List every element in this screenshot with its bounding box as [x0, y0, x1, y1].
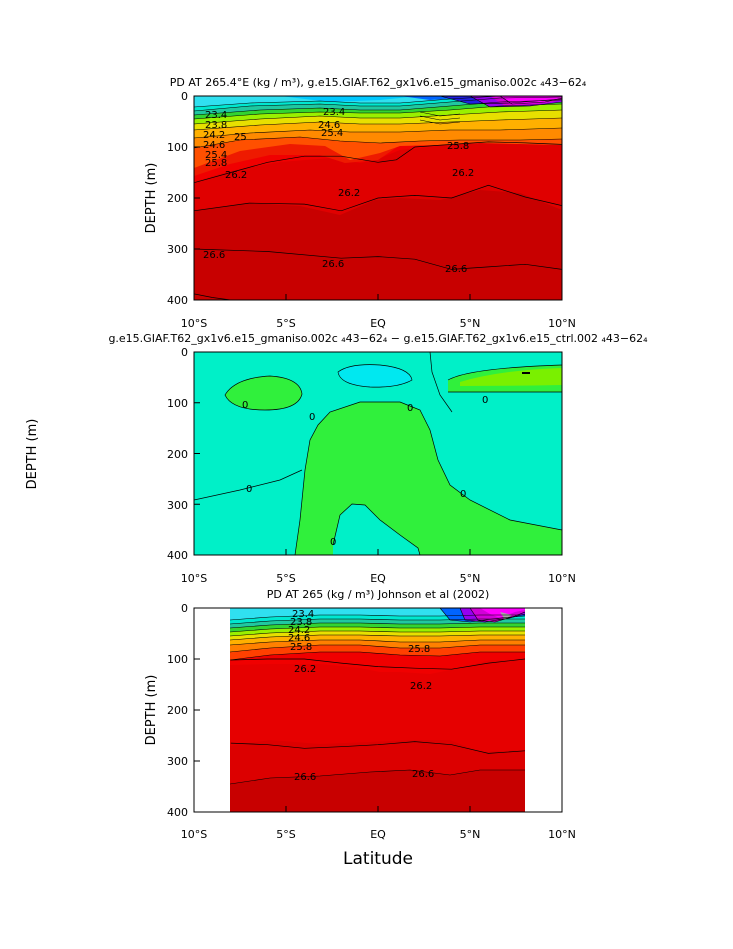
panel3-ylabel: DEPTH (m) — [144, 675, 159, 746]
panel2-contour-label: 0 — [407, 403, 413, 414]
panel1-contour-label: 25.4 — [321, 128, 343, 139]
panel3-contour-label: 25.8 — [408, 644, 430, 655]
panel3-contour-label: 26.6 — [294, 772, 316, 783]
panel1-ytick: 300 — [167, 243, 188, 256]
panel-density-difference: g.e15.GIAF.T62_gx1v6.e15_gmaniso.002c ₄4… — [25, 332, 648, 585]
panel2-contour-label: 0 — [246, 484, 252, 495]
panel2-xtick: EQ — [370, 572, 386, 585]
panel1-contour-labels: 23.4 23.8 24.2 24.6 25 25.4 25.8 26.2 26… — [203, 107, 474, 275]
panel3-contour-labels: 23.4 23.8 24.2 24.6 25.8 25.8 26.2 26.2 … — [288, 609, 434, 783]
panel1-contour-label: 26.6 — [203, 250, 225, 261]
panel3-ytick: 300 — [167, 755, 188, 768]
panel1-contour-label: 23.4 — [205, 110, 227, 121]
isopycnal-26.2 — [194, 141, 562, 184]
panel3-axes: 0 100 200 300 400 10°S 5°S EQ 5°N 10°N D… — [144, 602, 576, 869]
panel1-xtick: 10°N — [548, 317, 576, 330]
isopycnal-26.6 — [194, 248, 562, 270]
isopycnal-26.6 — [194, 184, 562, 212]
isopycnal-26.6 — [230, 741, 525, 754]
panel3-xtick: EQ — [370, 828, 386, 841]
tick-marks — [193, 95, 563, 813]
panel-model-density: PD AT 265.4°E (kg / m³), g.e15.GIAF.T62_… — [144, 76, 587, 330]
panel1-ytick: 100 — [167, 141, 188, 154]
panel3-isopycnals — [230, 658, 525, 754]
panel1-contour-label: 26.6 — [445, 264, 467, 275]
panel1-ytick: 0 — [181, 90, 188, 103]
panel3-xtick: 10°S — [181, 828, 207, 841]
panel3-contour-label: 24.2 — [288, 625, 310, 636]
panel1-contour-label: 24.6 — [318, 120, 340, 131]
panel2-title: g.e15.GIAF.T62_gx1v6.e15_gmaniso.002c ₄4… — [108, 332, 648, 345]
panel2-ytick: 400 — [167, 549, 188, 562]
panel1-contour-label: 25 — [234, 132, 247, 143]
panel1-contour-label: 26.2 — [225, 170, 247, 181]
panel1-contour-label: 25.4 — [205, 150, 227, 161]
x-axis-label: Latitude — [343, 849, 413, 869]
panel1-xtick: EQ — [370, 317, 386, 330]
isopycnal-26.2 — [230, 658, 525, 670]
panel3-xtick: 10°N — [548, 828, 576, 841]
panel2-contour-label: 0 — [460, 489, 466, 500]
panel3-ytick: 200 — [167, 704, 188, 717]
panel1-xtick: 5°N — [460, 317, 481, 330]
panel1-contour-label: 26.6 — [322, 259, 344, 270]
isopycnal-26.6 — [194, 293, 231, 300]
panel3-contour-label: 24.6 — [288, 633, 310, 644]
panel2-ytick: 200 — [167, 448, 188, 461]
panel2-ytick: 0 — [181, 346, 188, 359]
panel3-ytick: 100 — [167, 653, 188, 666]
panel1-ytick: 400 — [167, 294, 188, 307]
panel2-xtick: 10°N — [548, 572, 576, 585]
panel1-contour-label: 23.8 — [205, 120, 227, 131]
panel1-contour-label: 24.2 — [203, 130, 225, 141]
panel3-xtick: 5°N — [460, 828, 481, 841]
panel1-fill — [194, 96, 562, 300]
panel1-contour-label: 26.2 — [338, 188, 360, 199]
panel2-contour-label: 0 — [482, 395, 488, 406]
panel1-title: PD AT 265.4°E (kg / m³), g.e15.GIAF.T62_… — [170, 76, 587, 89]
panel1-isopycnals — [194, 141, 562, 300]
panel3-contour-label: 23.8 — [290, 617, 312, 628]
panel3-contour-label: 26.6 — [412, 769, 434, 780]
panel2-contour-labels: 0 0 0 0 0 0 0 — [242, 395, 488, 548]
panel3-ytick: 0 — [181, 602, 188, 615]
panel2-xtick: 5°S — [276, 572, 295, 585]
panel1-xtick: 5°S — [276, 317, 295, 330]
panel1-xtick: 10°S — [181, 317, 207, 330]
panel1-ylabel: DEPTH (m) — [144, 163, 159, 234]
panel3-contour-label: 23.4 — [292, 609, 314, 620]
panel3-ytick: 400 — [167, 806, 188, 819]
panel2-xtick: 10°S — [181, 572, 207, 585]
panel-observed-density: PD AT 265 (kg / m³) Johnson et al (2002) — [144, 588, 576, 869]
panel2-ytick: 300 — [167, 499, 188, 512]
panel2-ytick: 100 — [167, 397, 188, 410]
panel1-contour-label: 25.8 — [205, 158, 227, 169]
panel1-contour-label: 23.4 — [323, 107, 345, 118]
panel2-ylabel: DEPTH (m) — [25, 419, 40, 490]
panel2-contour-label: 0 — [309, 412, 315, 423]
panel3-xtick: 5°S — [276, 828, 295, 841]
panel3-contour-label: 25.8 — [290, 642, 312, 653]
panel1-contour-label: 25.8 — [447, 141, 469, 152]
panel2-contour-label: 0 — [330, 537, 336, 548]
panel2-xtick: 5°N — [460, 572, 481, 585]
panel1-axes: 0 100 200 300 400 10°S 5°S EQ 5°N 10°N D… — [144, 90, 576, 330]
panel3-contour-label: 26.2 — [410, 681, 432, 692]
panel2-contour-label: 0 — [242, 400, 248, 411]
panel1-ytick: 200 — [167, 192, 188, 205]
panel1-contour-label: 24.6 — [203, 140, 225, 151]
panel1-contour-label: 26.2 — [452, 168, 474, 179]
panel3-contour-label: 26.2 — [294, 664, 316, 675]
panel2-fill — [194, 352, 562, 555]
panel2-axes: 0 100 200 300 400 10°S 5°S EQ 5°N 10°N D… — [25, 346, 576, 585]
panel3-fill — [230, 608, 525, 812]
panel3-title: PD AT 265 (kg / m³) Johnson et al (2002) — [267, 588, 490, 601]
